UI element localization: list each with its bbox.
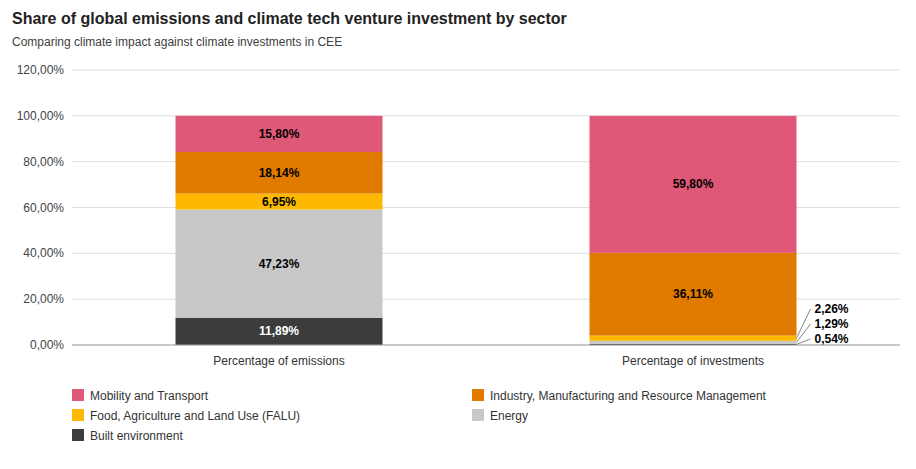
data-label: 47,23% xyxy=(259,257,300,271)
data-label: 6,95% xyxy=(262,195,296,209)
bar-segment xyxy=(176,152,383,194)
y-tick-label: 0,00% xyxy=(30,338,64,352)
legend-swatch xyxy=(472,409,484,421)
bar-segment xyxy=(176,116,383,152)
x-tick-label: Percentage of investments xyxy=(622,354,764,368)
data-label: 36,11% xyxy=(673,287,713,301)
bar-segment xyxy=(590,336,797,341)
data-label: 1,29% xyxy=(815,317,849,331)
subtitle: Comparing climate impact against climate… xyxy=(12,35,342,49)
bar-segment xyxy=(590,341,797,344)
legend-label: Built environment xyxy=(90,429,183,443)
data-label: 0,54% xyxy=(815,332,849,346)
data-label: 15,80% xyxy=(259,127,300,141)
bar-segment xyxy=(590,116,797,253)
legend-label: Energy xyxy=(490,409,528,423)
bars xyxy=(176,116,797,345)
y-tick-label: 60,00% xyxy=(23,201,64,215)
legend-label: Mobility and Transport xyxy=(90,389,209,403)
legend-swatch xyxy=(472,389,484,401)
y-tick-label: 80,00% xyxy=(23,155,64,169)
y-tick-label: 120,00% xyxy=(17,63,65,77)
grid-line xyxy=(72,345,900,346)
chart: Share of global emissions and climate te… xyxy=(0,0,916,469)
legend-label: Food, Agriculture and Land Use (FALU) xyxy=(90,409,300,423)
data-labels: 11,89% 47,23% 6,95% 18,14% 36,11% 15,80% 59,80… xyxy=(259,127,849,346)
legend-swatch xyxy=(72,409,84,421)
y-tick-label: 100,00% xyxy=(17,109,65,123)
x-axis-line xyxy=(72,345,900,346)
data-label: 18,14% xyxy=(259,166,300,180)
legend-swatch xyxy=(72,429,84,441)
bar-segment xyxy=(176,194,383,210)
grid xyxy=(72,70,900,345)
legend-label: Industry, Manufacturing and Resource Man… xyxy=(490,389,767,403)
title: Share of global emissions and climate te… xyxy=(12,10,567,27)
y-tick-label: 20,00% xyxy=(23,292,64,306)
legend: Mobility and Transport Industry, Manufact… xyxy=(72,389,767,443)
bar-segment xyxy=(176,210,383,318)
data-label: 11,89% xyxy=(259,324,299,338)
data-label: 2,26% xyxy=(815,302,849,316)
leader-line xyxy=(797,309,811,338)
legend-swatch xyxy=(72,389,84,401)
y-tick-label: 40,00% xyxy=(23,246,64,260)
data-label: 59,80% xyxy=(673,177,714,191)
grid-line xyxy=(72,70,900,71)
bar-segment xyxy=(176,318,383,345)
bar-segment xyxy=(590,253,797,336)
x-tick-label: Percentage of emissions xyxy=(213,354,344,368)
